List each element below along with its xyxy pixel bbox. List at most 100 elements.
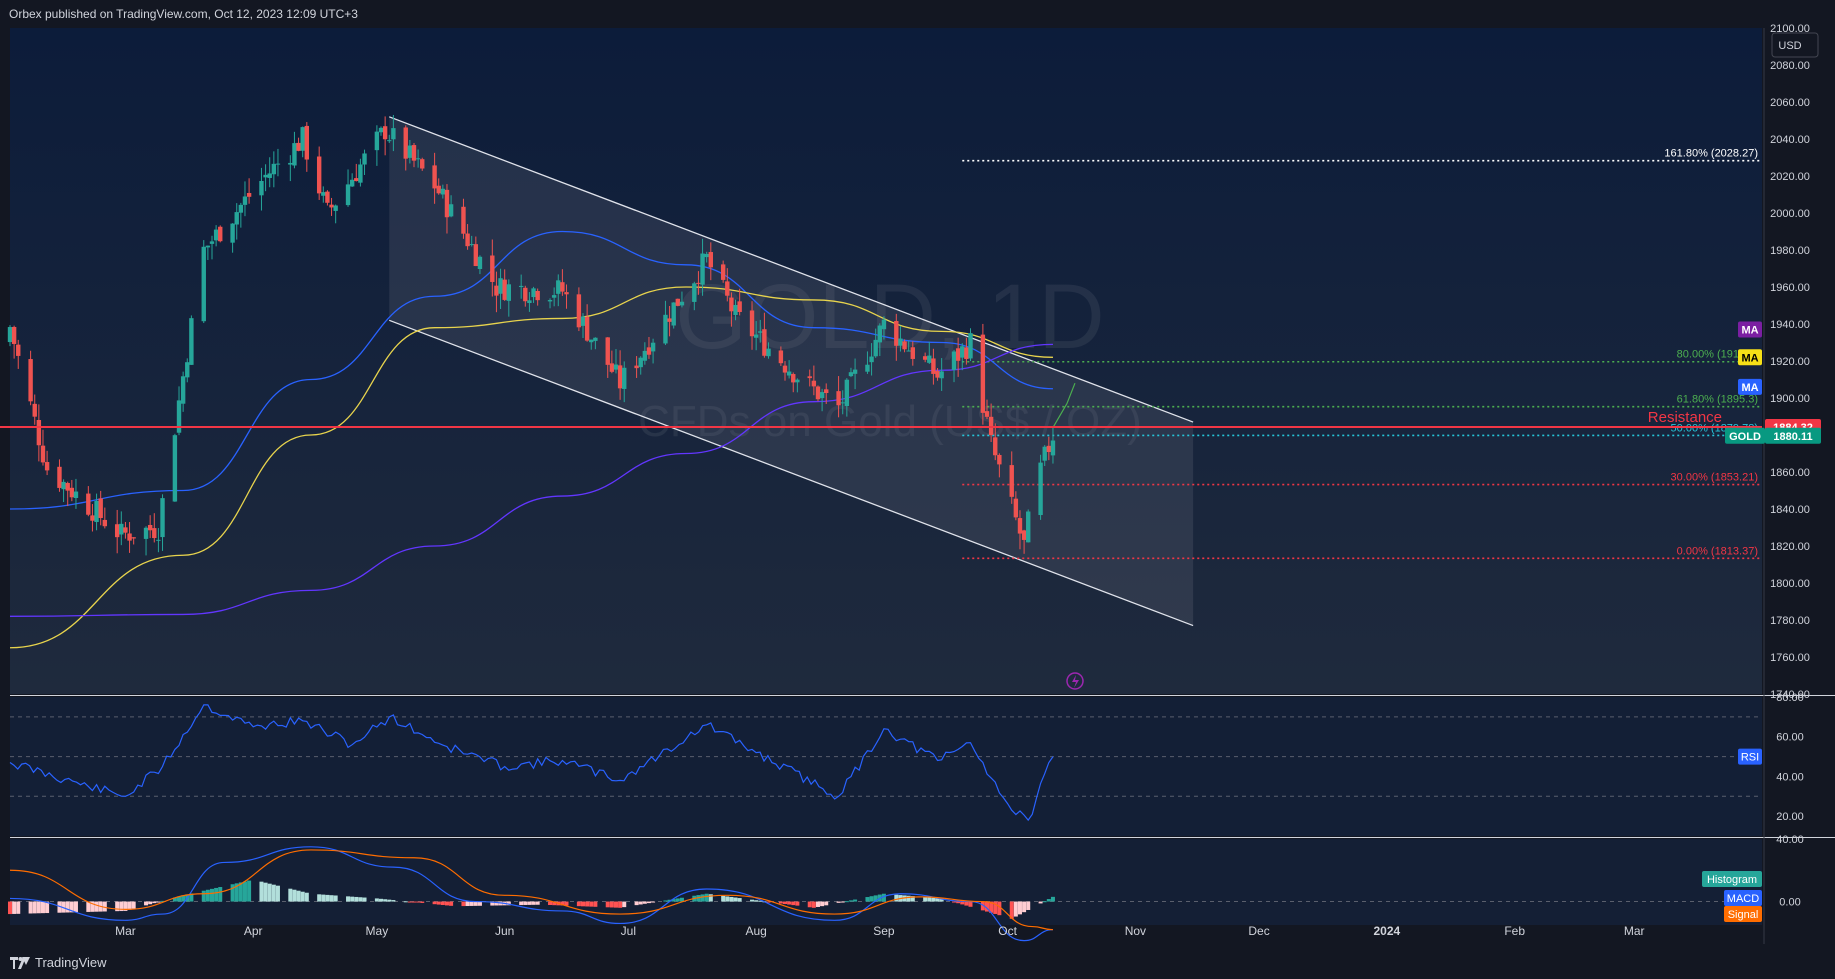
candle-body [98, 498, 103, 518]
moving-average-line-3 [9, 343, 1053, 617]
macd-histogram-bar [523, 901, 528, 905]
candle-body [894, 321, 899, 346]
channel-upper-line [389, 116, 1194, 423]
macd-histogram-bar [152, 901, 157, 904]
macd-histogram-bar [346, 896, 351, 902]
fib-level-label: 0.00% (1813.37) [1677, 545, 1758, 557]
candle-body [160, 498, 165, 538]
macd-histogram-bar [754, 900, 759, 902]
candle-body [32, 403, 37, 417]
macd-histogram-bar [906, 895, 911, 902]
candle-body [692, 283, 697, 302]
moving-average-line-1 [9, 230, 1053, 510]
lightning-icon-bolt [1072, 675, 1079, 688]
price-tick-label: 1980.00 [1770, 245, 1810, 257]
macd-histogram-bar [115, 901, 120, 912]
candle-body [873, 339, 878, 357]
candle-body [94, 500, 99, 523]
price-tag-label: GOLD [1729, 431, 1761, 443]
currency-button[interactable] [1771, 32, 1819, 58]
price-tag-label: MA [1741, 382, 1758, 394]
macd-histogram-bar [432, 901, 437, 905]
candle-body [667, 318, 672, 322]
candle-body [16, 344, 21, 356]
candle-body [230, 223, 235, 243]
candle-body [819, 392, 825, 399]
candle-body [778, 350, 784, 364]
macd-histogram-bar [403, 901, 408, 903]
macd-histogram-bar [177, 896, 182, 902]
candle-body [494, 285, 499, 296]
macd-histogram-bar [750, 899, 755, 902]
macd-histogram-bar [548, 901, 553, 906]
macd-histogram-bar [836, 901, 841, 903]
macd-histogram-bar [436, 901, 441, 905]
price-tag-label: 1880.11 [1773, 431, 1812, 443]
candle-body [271, 163, 277, 175]
macd-histogram-bar [354, 896, 359, 902]
macd-histogram-bar [1042, 901, 1047, 903]
candle-body [378, 127, 384, 133]
candle-body [935, 370, 940, 378]
price-tick-label: 1760.00 [1770, 652, 1810, 664]
candle-body [708, 252, 713, 268]
macd-histogram-bar [993, 901, 998, 914]
macd-histogram-bar [28, 901, 33, 914]
tradingview-logo[interactable]: TradingView [10, 955, 107, 970]
candle-body [152, 528, 157, 539]
macd-histogram-bar [609, 901, 614, 908]
macd-histogram-bar [535, 901, 540, 905]
candle-body [300, 127, 305, 151]
price-tick-label: 1860.00 [1770, 467, 1810, 479]
candle-body [28, 359, 33, 402]
candle-body [465, 233, 470, 247]
macd-histogram-bar [960, 901, 965, 905]
candle-body [815, 386, 821, 400]
macd-histogram-bar [844, 901, 849, 903]
macd-histogram-bar [288, 888, 293, 902]
chart-svg[interactable]: GOLD, 1D CFDs on Gold (US$ / OZ) 161.80% (… [0, 0, 1835, 951]
macd-histogram-bar [815, 901, 820, 907]
time-axis-label: Jul [621, 924, 636, 938]
candle-body [498, 278, 503, 294]
macd-histogram-bar [440, 901, 445, 906]
macd-histogram-bar [391, 900, 396, 902]
macd-histogram-bar [964, 901, 969, 906]
candle-body [36, 420, 42, 446]
macd-histogram-bar [634, 901, 639, 906]
macd-legend-label: Signal [1728, 909, 1759, 921]
macd-histogram-bar [267, 883, 272, 902]
candle-body [638, 357, 643, 368]
macd-histogram-bar [737, 898, 742, 902]
candle-body [766, 348, 771, 357]
candle-body [391, 128, 396, 140]
macd-histogram-bar [1026, 901, 1031, 910]
macd-histogram-bar [968, 901, 973, 907]
channel-lower-line [389, 319, 1194, 627]
macd-histogram-bar [86, 901, 91, 912]
candle-body [580, 316, 586, 326]
candle-body [1013, 498, 1019, 518]
macd-histogram-bar [8, 901, 12, 915]
candle-body [646, 347, 652, 355]
candle-body [696, 282, 701, 284]
candle-body [420, 159, 425, 169]
macd-histogram-bar [94, 901, 99, 912]
candle-body [749, 310, 755, 337]
rsi-tag [1738, 748, 1762, 765]
macd-histogram-bar [494, 901, 499, 906]
macd-histogram-bar [605, 901, 610, 908]
macd-histogram-bar [317, 894, 322, 902]
candle-body [321, 192, 326, 196]
candle-body [73, 491, 79, 498]
price-tick-label: 1900.00 [1770, 393, 1810, 405]
candle-body [44, 462, 50, 471]
candle-body [836, 391, 841, 406]
candle-body [147, 524, 153, 531]
macd-histogram-bar [411, 901, 416, 903]
macd-histogram-bar [622, 901, 627, 908]
macd-histogram-bar [935, 898, 940, 902]
macd-histogram-bar [469, 901, 474, 906]
candle-body [762, 329, 767, 356]
candle-body [527, 300, 532, 304]
